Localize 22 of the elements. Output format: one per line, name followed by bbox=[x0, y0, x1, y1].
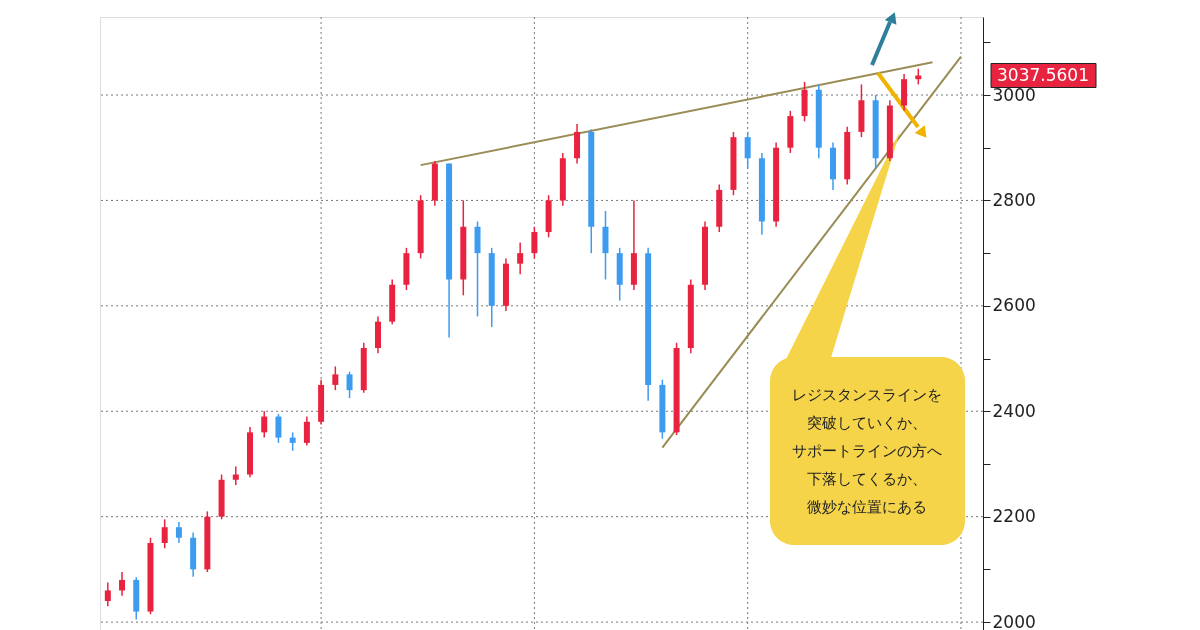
candlestick bbox=[275, 413, 282, 444]
y-tick-label: 2600 bbox=[992, 295, 1036, 316]
y-tick-label: 2400 bbox=[992, 400, 1036, 421]
candlestick bbox=[232, 465, 239, 486]
candlestick bbox=[517, 241, 524, 275]
y-tick-label: 2200 bbox=[992, 506, 1036, 527]
candlestick bbox=[346, 370, 353, 399]
candlestick bbox=[303, 415, 310, 447]
candlestick bbox=[161, 518, 168, 550]
candlestick bbox=[332, 365, 339, 391]
candlestick bbox=[175, 521, 182, 544]
candlestick bbox=[744, 131, 751, 170]
y-tick-label: 2000 bbox=[992, 611, 1036, 630]
candlestick bbox=[531, 226, 538, 260]
candlestick bbox=[104, 581, 111, 608]
y-tick-label: 3000 bbox=[992, 84, 1036, 105]
candlestick bbox=[261, 410, 268, 439]
candlestick bbox=[289, 431, 296, 452]
y-tick-label: 2800 bbox=[992, 189, 1036, 210]
text: 3037.5601 bbox=[997, 64, 1089, 85]
annotation: レジスタンスラインを突破していくか、サポートラインの方へ下落してくるか、微妙な位置にある bbox=[792, 386, 942, 516]
candlestick bbox=[119, 571, 126, 597]
